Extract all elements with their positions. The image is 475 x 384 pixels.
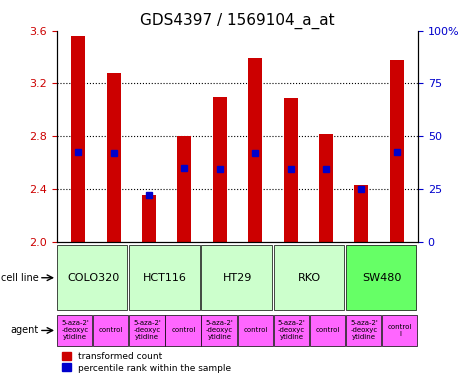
FancyBboxPatch shape xyxy=(57,314,92,346)
Bar xyxy=(142,195,156,242)
Text: RKO: RKO xyxy=(298,273,321,283)
FancyBboxPatch shape xyxy=(346,245,416,310)
Text: control
l: control l xyxy=(388,324,412,337)
Text: 5-aza-2'
-deoxyc
ytidine: 5-aza-2' -deoxyc ytidine xyxy=(61,321,89,341)
Bar xyxy=(319,134,333,242)
Text: 5-aza-2'
-deoxyc
ytidine: 5-aza-2' -deoxyc ytidine xyxy=(278,321,305,341)
Text: SW480: SW480 xyxy=(362,273,401,283)
Text: control: control xyxy=(243,328,268,333)
Bar xyxy=(106,73,121,242)
FancyBboxPatch shape xyxy=(274,245,344,310)
FancyBboxPatch shape xyxy=(129,245,200,310)
Text: control: control xyxy=(99,328,124,333)
Text: HCT116: HCT116 xyxy=(143,273,187,283)
Bar xyxy=(248,58,262,242)
Text: 5-aza-2'
-deoxyc
ytidine: 5-aza-2' -deoxyc ytidine xyxy=(133,321,161,341)
Text: control: control xyxy=(171,328,196,333)
Bar xyxy=(213,97,227,242)
Text: 5-aza-2'
-deoxyc
ytidine: 5-aza-2' -deoxyc ytidine xyxy=(350,321,378,341)
FancyBboxPatch shape xyxy=(310,314,345,346)
FancyBboxPatch shape xyxy=(274,314,309,346)
FancyBboxPatch shape xyxy=(93,314,128,346)
Bar xyxy=(354,185,369,242)
Bar xyxy=(390,60,404,242)
FancyBboxPatch shape xyxy=(57,245,127,310)
FancyBboxPatch shape xyxy=(165,314,200,346)
FancyBboxPatch shape xyxy=(201,245,272,310)
Text: agent: agent xyxy=(11,326,39,336)
Title: GDS4397 / 1569104_a_at: GDS4397 / 1569104_a_at xyxy=(140,13,335,29)
Bar xyxy=(177,136,191,242)
Legend: transformed count, percentile rank within the sample: transformed count, percentile rank withi… xyxy=(62,351,231,372)
Text: control: control xyxy=(315,328,340,333)
FancyBboxPatch shape xyxy=(201,314,237,346)
Text: COLO320: COLO320 xyxy=(67,273,119,283)
FancyBboxPatch shape xyxy=(346,314,381,346)
FancyBboxPatch shape xyxy=(382,314,417,346)
FancyBboxPatch shape xyxy=(129,314,164,346)
Text: cell line: cell line xyxy=(1,273,39,283)
FancyBboxPatch shape xyxy=(238,314,273,346)
Text: HT29: HT29 xyxy=(223,273,252,283)
Bar xyxy=(71,36,86,242)
Text: 5-aza-2'
-deoxyc
ytidine: 5-aza-2' -deoxyc ytidine xyxy=(206,321,233,341)
Bar xyxy=(284,98,298,242)
